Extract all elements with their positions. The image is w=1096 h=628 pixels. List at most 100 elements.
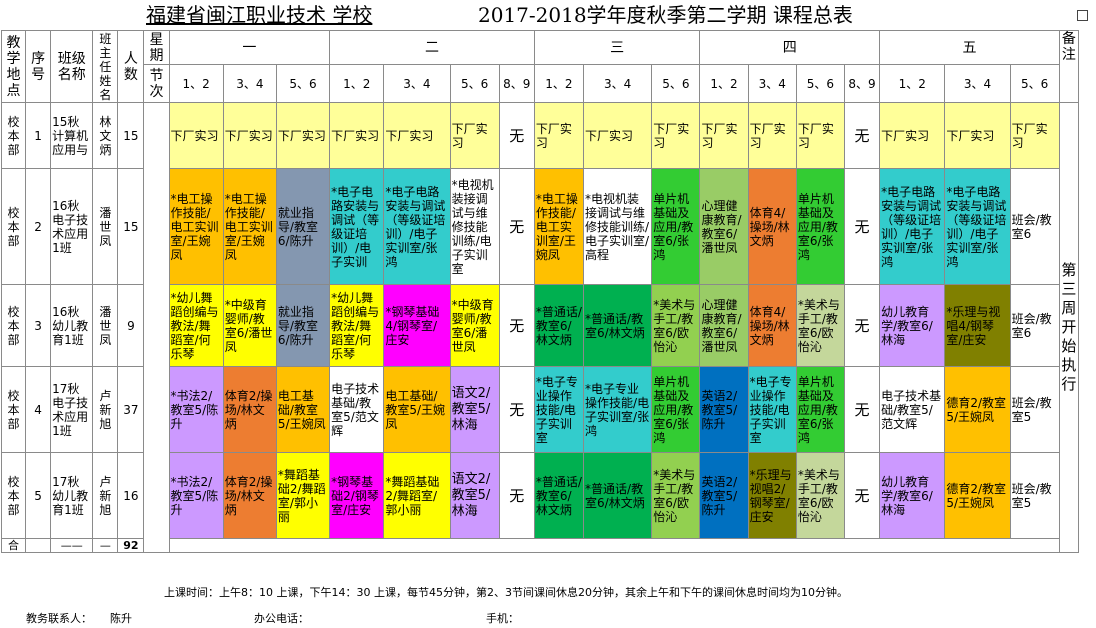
course-cell[interactable]: 无 (498, 168, 535, 285)
course-cell[interactable]: *电工操作技能/电工实训室/王婉凤 (222, 168, 277, 285)
course-cell[interactable]: 下厂实习 (747, 102, 797, 169)
course-cell[interactable]: *中级育婴师/教室6/潘世凤 (222, 284, 277, 367)
course-cell[interactable]: 无 (498, 366, 535, 453)
course-cell[interactable]: 单片机基础及应用/教室6/张鸿 (795, 168, 845, 285)
table-row: 校本部 3 16秋幼儿教育1班 潘世凤 9 *幼儿舞蹈创编与教法/舞蹈室/何乐琴 *中级育婴… (0, 284, 1079, 367)
slot-header: 1、2 (699, 64, 749, 103)
course-cell[interactable]: 单片机基础及应用/教室6/张鸿 (795, 366, 845, 453)
course-cell[interactable]: 英语2/教室5/陈升 (699, 366, 749, 453)
course-cell[interactable]: *美术与手工/教室6/欧怡沁 (651, 452, 701, 539)
course-cell[interactable]: 英语2/教室5/陈升 (699, 452, 749, 539)
course-cell[interactable]: *普通话/教室6/林文炳 (533, 452, 585, 539)
course-cell[interactable]: *电子电路安装与调试（等级证培训）/电子实训 (329, 168, 385, 285)
course-cell[interactable]: 体育2/操场/林文炳 (222, 452, 277, 539)
course-cell[interactable]: 电子技术基础/教室5/范文辉 (329, 366, 385, 453)
course-cell[interactable]: *电工操作技能/电工实训室/王婉凤 (533, 168, 585, 285)
course-cell[interactable]: 无 (498, 452, 535, 539)
course-cell[interactable]: *电子电路安装与调试（等级证培训）/电子实训室/张 鸿 (944, 168, 1011, 285)
remark-header: 备注 (1058, 30, 1080, 103)
total-row: 合 —— —92 (0, 538, 1079, 553)
course-cell[interactable]: 下厂实习 (222, 102, 277, 169)
course-cell[interactable]: 下厂实习 (168, 102, 224, 169)
course-cell[interactable]: 就业指导/教室6/陈升 (275, 168, 331, 285)
course-cell[interactable]: 下厂实习 (533, 102, 585, 169)
course-cell[interactable]: 心理健康教育/教室6/潘世凤 (699, 168, 749, 285)
course-cell[interactable]: 班会/教室6 (1009, 168, 1060, 285)
course-cell[interactable]: 下厂实习 (449, 102, 500, 169)
course-cell[interactable]: 下厂实习 (329, 102, 385, 169)
course-cell[interactable]: 电工基础/教室5/王婉凤 (275, 366, 331, 453)
course-cell[interactable]: *舞蹈基础2/舞蹈室/郭小丽 (383, 452, 451, 539)
course-cell[interactable]: 下厂实习 (651, 102, 701, 169)
course-cell[interactable]: *美术与手工/教室6/欧怡沁 (795, 284, 845, 367)
course-cell[interactable]: 下厂实习 (583, 102, 653, 169)
course-cell[interactable]: 电子技术基础/教室5/范文辉 (879, 366, 946, 453)
course-cell[interactable]: 无 (843, 168, 881, 285)
course-cell[interactable]: 体育4/操场/林文炳 (747, 168, 797, 285)
slot-header: 1、2 (168, 64, 224, 103)
course-cell[interactable]: 下厂实习 (879, 102, 946, 169)
course-cell[interactable]: 单片机基础及应用/教室6/张鸿 (651, 366, 701, 453)
course-cell[interactable]: 下厂实习 (699, 102, 749, 169)
course-cell[interactable]: *书法2/教室5/陈升 (168, 452, 224, 539)
teacher-cell: 卢新旭 (92, 366, 119, 453)
course-cell[interactable]: 德育2/教室5/王婉凤 (944, 366, 1011, 453)
course-cell[interactable]: *电子电路安装与调试（等级证培训）/电子实训室/张 鸿 (383, 168, 451, 285)
course-cell[interactable]: 无 (843, 102, 881, 169)
course-cell[interactable]: *美术与手工/教室6/欧怡沁 (651, 284, 701, 367)
course-cell[interactable]: 无 (498, 102, 535, 169)
course-cell[interactable]: 班会/教室5 (1009, 452, 1060, 539)
course-cell[interactable]: *电视机装接调试与维修技能训练/电子实训室 (449, 168, 500, 285)
course-cell[interactable]: *电子专业操作技能/电子实训室 (533, 366, 585, 453)
weekday-blank-cell (143, 102, 170, 553)
course-cell[interactable]: 就业指导/教室6/陈升 (275, 284, 331, 367)
course-cell[interactable]: 无 (498, 284, 535, 367)
slot-header: 3、4 (583, 64, 653, 103)
day-wednesday: 三 (533, 30, 701, 65)
course-cell[interactable]: 班会/教室5 (1009, 366, 1060, 453)
course-cell[interactable]: *幼儿舞蹈创编与教法/舞蹈室/何乐琴 (329, 284, 385, 367)
course-cell[interactable]: 下厂实习 (275, 102, 331, 169)
course-cell[interactable]: *舞蹈基础2/舞蹈室/郭小丽 (275, 452, 331, 539)
course-cell[interactable]: *美术与手工/教室6/欧怡沁 (795, 452, 845, 539)
course-cell[interactable]: *幼儿舞蹈创编与教法/舞蹈室/何乐琴 (168, 284, 224, 367)
course-cell[interactable]: 下厂实习 (1009, 102, 1060, 169)
campus-cell: 校本部 (0, 366, 27, 453)
count-cell: 15 (117, 102, 145, 169)
course-cell[interactable]: 德育2/教室5/王婉凤 (944, 452, 1011, 539)
course-cell[interactable]: 体育2/操场/林文炳 (222, 366, 277, 453)
total-class-name: —— (50, 538, 94, 553)
course-cell[interactable]: *钢琴基础2/钢琴室/庄安 (329, 452, 385, 539)
course-cell[interactable]: *中级育婴师/教室6/潘世凤 (449, 284, 500, 367)
course-cell[interactable]: 幼儿教育学/教室6/林海 (879, 452, 946, 539)
course-cell[interactable]: 下厂实习 (944, 102, 1011, 169)
course-cell[interactable]: *电子专业操作技能/电子实训室 (747, 366, 797, 453)
course-cell[interactable]: 幼儿教育学/教室6/林海 (879, 284, 946, 367)
course-cell[interactable]: *电视机装接调试与维修技能训练/电子实训室/高程 (583, 168, 653, 285)
course-cell[interactable]: 语文2/教室5/林海 (449, 366, 500, 453)
checkbox-icon[interactable] (1077, 10, 1088, 21)
course-cell[interactable]: *书法2/教室5/陈升 (168, 366, 224, 453)
course-cell[interactable]: 下厂实习 (795, 102, 845, 169)
course-cell[interactable]: *钢琴基础4/钢琴室/庄安 (383, 284, 451, 367)
course-cell[interactable]: 语文2/教室5/林海 (449, 452, 500, 539)
course-cell[interactable]: *电子电路安装与调试（等级证培训）/电子实训室/张 鸿 (879, 168, 946, 285)
seq-cell: 4 (25, 366, 52, 453)
course-cell[interactable]: 单片机基础及应用/教室6/张 鸿 (651, 168, 701, 285)
course-cell[interactable]: *电子专业操作技能/电子实训室/张 鸿 (583, 366, 653, 453)
course-cell[interactable]: *普通话/教室6/林文炳 (583, 284, 653, 367)
course-cell[interactable]: *乐理与视唱2/钢琴室/庄安 (747, 452, 797, 539)
course-cell[interactable]: 下厂实习 (383, 102, 451, 169)
course-cell[interactable]: *普通话/教室6/林文炳 (583, 452, 653, 539)
count-cell: 16 (117, 452, 145, 539)
course-cell[interactable]: 心理健康教育/教室6/潘世凤 (699, 284, 749, 367)
course-cell[interactable]: *乐理与视唱4/钢琴室/庄安 (944, 284, 1011, 367)
course-cell[interactable]: 电工基础/教室5/王婉凤 (383, 366, 451, 453)
course-cell[interactable]: 无 (843, 366, 881, 453)
course-cell[interactable]: 体育4/操场/林文炳 (747, 284, 797, 367)
course-cell[interactable]: *普通话/教室6/林文炳 (533, 284, 585, 367)
course-cell[interactable]: 无 (843, 452, 881, 539)
course-cell[interactable]: 班会/教室6 (1009, 284, 1060, 367)
course-cell[interactable]: 无 (843, 284, 881, 367)
course-cell[interactable]: *电工操作技能/电工实训室/王婉凤 (168, 168, 224, 285)
